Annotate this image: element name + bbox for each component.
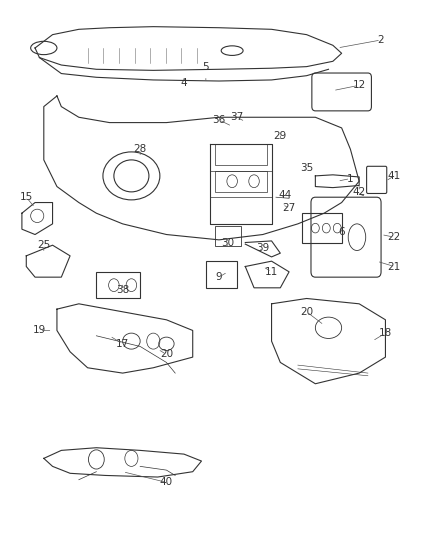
Bar (206, 261, 237, 288)
Text: 11: 11 (265, 267, 278, 277)
Text: 20: 20 (160, 350, 173, 359)
Bar (96, 272, 140, 298)
Bar (302, 213, 342, 243)
Text: 2: 2 (378, 35, 385, 45)
Text: 40: 40 (160, 478, 173, 487)
Text: 5: 5 (202, 62, 209, 71)
Text: 37: 37 (230, 112, 243, 122)
Text: 44: 44 (278, 190, 291, 199)
Text: 4: 4 (180, 78, 187, 87)
Text: 25: 25 (37, 240, 50, 250)
Text: 19: 19 (33, 326, 46, 335)
Text: 28: 28 (134, 144, 147, 154)
Text: 35: 35 (300, 163, 313, 173)
Text: 42: 42 (353, 187, 366, 197)
Text: 12: 12 (353, 80, 366, 90)
Text: 39: 39 (256, 243, 269, 253)
Text: 18: 18 (379, 328, 392, 338)
Text: 22: 22 (388, 232, 401, 242)
Text: 9: 9 (215, 272, 223, 282)
Text: 36: 36 (212, 115, 226, 125)
Text: 21: 21 (388, 262, 401, 271)
Text: 1: 1 (347, 174, 354, 183)
Text: 41: 41 (388, 171, 401, 181)
Text: 17: 17 (116, 339, 129, 349)
Text: 15: 15 (20, 192, 33, 202)
Text: 29: 29 (274, 131, 287, 141)
Text: 27: 27 (283, 203, 296, 213)
Text: 6: 6 (338, 227, 345, 237)
Bar (215, 144, 267, 165)
Text: 30: 30 (221, 238, 234, 247)
Text: 38: 38 (116, 286, 129, 295)
Text: 20: 20 (300, 307, 313, 317)
Bar (215, 226, 241, 246)
Bar (215, 171, 267, 192)
